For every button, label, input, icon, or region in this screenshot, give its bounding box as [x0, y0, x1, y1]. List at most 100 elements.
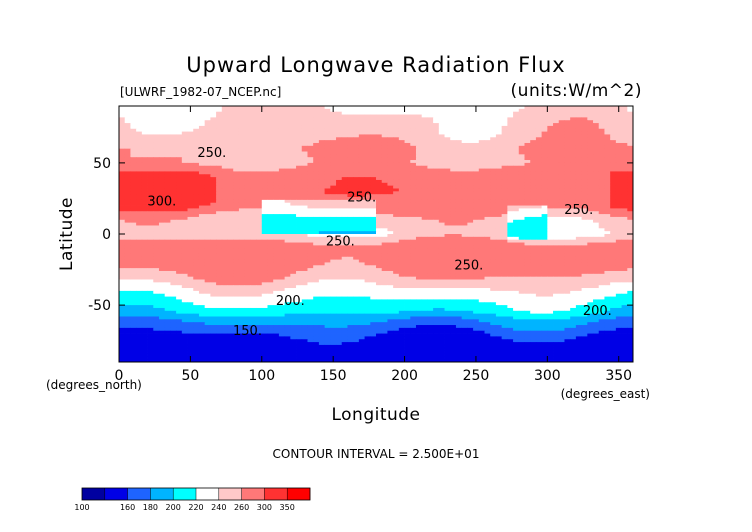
heatmap-cell: [398, 120, 405, 124]
heatmap-cell: [410, 205, 417, 209]
heatmap-cell: [438, 125, 445, 130]
heatmap-cell: [318, 142, 325, 147]
heatmap-cell: [484, 111, 491, 115]
heatmap-cell: [444, 194, 451, 198]
heatmap-cell: [130, 242, 137, 246]
heatmap-cell: [404, 154, 411, 158]
heatmap-cell: [376, 194, 383, 198]
heatmap-cell: [164, 137, 171, 141]
heatmap-cell: [336, 145, 343, 150]
heatmap-cell: [256, 208, 263, 212]
heatmap-cell: [147, 165, 154, 169]
heatmap-cell: [296, 185, 303, 189]
heatmap-cell: [261, 202, 268, 206]
heatmap-cell: [478, 208, 485, 212]
heatmap-cell: [170, 194, 177, 198]
heatmap-cell: [284, 205, 291, 209]
heatmap-cell: [398, 239, 405, 243]
heatmap-cell: [324, 205, 331, 209]
heatmap-cell: [153, 128, 160, 132]
heatmap-cell: [438, 222, 445, 226]
heatmap-cell: [450, 256, 457, 260]
heatmap-cell: [164, 154, 171, 158]
heatmap-cell: [193, 234, 200, 238]
heatmap-cell: [507, 216, 514, 221]
heatmap-cell: [478, 151, 485, 155]
heatmap-cell: [136, 123, 143, 127]
heatmap-cell: [278, 239, 286, 243]
heatmap-cell: [415, 242, 423, 246]
heatmap-cell: [307, 188, 314, 192]
heatmap-cell: [615, 202, 622, 206]
heatmap-cell: [627, 108, 634, 113]
heatmap-cell: [398, 236, 405, 241]
heatmap-cell: [187, 245, 194, 249]
heatmap-cell: [541, 253, 548, 258]
heatmap-cell: [541, 199, 548, 204]
heatmap-cell: [581, 219, 588, 224]
heatmap-cell: [535, 236, 543, 241]
heatmap-cell: [244, 199, 251, 204]
heatmap-cell: [593, 194, 600, 198]
heatmap-cell: [495, 114, 503, 118]
heatmap-cell: [221, 162, 228, 167]
heatmap-cell: [444, 123, 451, 127]
heatmap-cell: [518, 222, 525, 226]
heatmap-cell: [490, 157, 497, 161]
heatmap-cell: [227, 259, 234, 263]
heatmap-cell: [216, 259, 223, 263]
heatmap-cell: [513, 108, 520, 113]
heatmap-cell: [381, 165, 388, 169]
heatmap-cell: [427, 214, 434, 218]
heatmap-cell: [376, 160, 383, 164]
heatmap-cell: [524, 182, 531, 187]
heatmap-cell: [535, 234, 543, 238]
heatmap-cell: [318, 157, 325, 161]
heatmap-cell: [336, 140, 343, 144]
heatmap-cell: [495, 154, 503, 158]
heatmap-cell: [336, 225, 343, 229]
heatmap-cell: [553, 137, 560, 141]
heatmap-cell: [621, 185, 628, 189]
heatmap-cell: [564, 208, 571, 212]
heatmap-cell: [187, 219, 194, 224]
heatmap-cell: [518, 131, 525, 135]
heatmap-cell: [398, 185, 405, 189]
heatmap-cell: [524, 142, 531, 147]
heatmap-cell: [387, 191, 394, 195]
heatmap-cell: [376, 179, 383, 184]
heatmap-cell: [141, 236, 148, 241]
heatmap-cell: [484, 168, 491, 172]
heatmap-cell: [535, 165, 543, 169]
heatmap-cell: [495, 211, 503, 215]
heatmap-cell: [381, 160, 388, 164]
heatmap-cell: [136, 234, 143, 238]
heatmap-cell: [433, 117, 440, 121]
heatmap-cell: [256, 111, 263, 115]
heatmap-cell: [564, 131, 571, 135]
heatmap-cell: [330, 140, 337, 144]
heatmap-cell: [233, 111, 240, 115]
heatmap-cell: [513, 211, 520, 215]
heatmap-cell: [193, 114, 200, 118]
heatmap-cell: [535, 171, 543, 175]
heatmap-cell: [444, 174, 451, 178]
heatmap-cell: [193, 142, 200, 147]
heatmap-cell: [336, 239, 343, 243]
heatmap-cell: [598, 140, 605, 144]
heatmap-cell: [141, 191, 148, 195]
heatmap-cell: [530, 214, 537, 218]
heatmap-cell: [513, 256, 520, 260]
heatmap-cell: [541, 219, 548, 224]
heatmap-cell: [158, 125, 166, 130]
heatmap-cell: [204, 137, 211, 141]
heatmap-cell: [141, 214, 148, 218]
heatmap-cell: [364, 222, 371, 226]
heatmap-cell: [507, 208, 514, 212]
heatmap-cell: [290, 188, 297, 192]
heatmap-cell: [136, 111, 143, 115]
heatmap-cell: [530, 137, 537, 141]
heatmap-cell: [256, 142, 263, 147]
heatmap-cell: [278, 111, 286, 115]
heatmap-cell: [158, 225, 166, 229]
